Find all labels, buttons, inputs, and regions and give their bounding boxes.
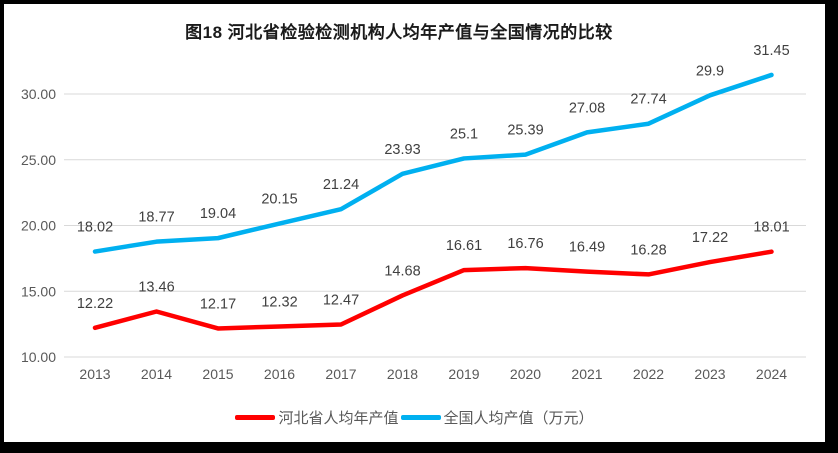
x-axis-tick-label: 2022 <box>633 366 664 382</box>
hebei-data-label: 12.47 <box>323 293 359 309</box>
national-data-label: 27.74 <box>630 92 666 108</box>
chart-plot-area: 10.00 15.00 20.00 25.00 30.00 2013 2014 2015 201… <box>21 43 806 382</box>
national-data-label: 25.39 <box>507 123 543 139</box>
national-line-swatch <box>400 415 441 420</box>
national-data-label: 29.9 <box>696 63 724 79</box>
x-axis-tick-label: 2018 <box>387 366 418 382</box>
legend-item-national: 全国人均产值（万元） <box>400 407 594 428</box>
x-axis-tick-label: 2019 <box>448 366 479 382</box>
x-axis-tick-label: 2016 <box>264 366 295 382</box>
hebei-data-label: 12.22 <box>77 296 113 312</box>
hebei-data-label: 16.61 <box>446 238 482 254</box>
hebei-data-label: 16.76 <box>507 236 543 252</box>
national-data-label: 18.02 <box>77 220 113 236</box>
x-axis-tick-label: 2024 <box>756 366 787 382</box>
hebei-data-label: 16.28 <box>630 242 666 258</box>
national-data-label: 31.45 <box>753 43 789 59</box>
national-data-label: 25.1 <box>450 126 478 142</box>
hebei-line-swatch <box>235 415 276 420</box>
national-data-label: 27.08 <box>569 100 605 116</box>
y-axis-tick-label: 30.00 <box>21 86 56 102</box>
legend-item-hebei: 河北省人均年产值 <box>235 407 399 428</box>
hebei-data-label: 17.22 <box>692 230 728 246</box>
hebei-data-label: 13.46 <box>138 280 174 296</box>
chart-legend: 河北省人均年产值 全国人均产值（万元） <box>4 407 825 428</box>
national-data-label: 19.04 <box>200 206 236 222</box>
national-data-label: 18.77 <box>138 210 174 226</box>
x-axis-tick-label: 2021 <box>571 366 602 382</box>
hebei-data-label: 18.01 <box>753 220 789 236</box>
x-axis-tick-label: 2013 <box>79 366 110 382</box>
hebei-data-label: 12.32 <box>261 294 297 310</box>
hebei-data-label: 12.17 <box>200 296 236 312</box>
y-axis-tick-label: 15.00 <box>21 283 56 299</box>
x-axis-tick-label: 2020 <box>510 366 541 382</box>
x-axis-tick-label: 2015 <box>202 366 233 382</box>
national-legend-label: 全国人均产值（万元） <box>443 410 594 427</box>
y-axis-tick-label: 10.00 <box>21 349 56 365</box>
x-axis-tick-label: 2014 <box>141 366 172 382</box>
national-data-label: 20.15 <box>261 192 297 208</box>
national-data-label: 23.93 <box>384 142 420 158</box>
y-axis-tick-label: 20.00 <box>21 218 56 234</box>
x-axis-tick-label: 2023 <box>694 366 725 382</box>
hebei-data-label: 14.68 <box>384 263 420 279</box>
national-series-line <box>92 72 774 254</box>
chart-title: 图18 河北省检验检测机构人均年产值与全国情况的比较 <box>185 23 613 42</box>
hebei-legend-label: 河北省人均年产值 <box>278 410 399 427</box>
hebei-series-line <box>92 249 774 331</box>
x-axis-tick-label: 2017 <box>325 366 356 382</box>
national-data-label: 21.24 <box>323 177 359 193</box>
hebei-data-label: 16.49 <box>569 240 605 256</box>
y-axis-tick-label: 25.00 <box>21 152 56 168</box>
